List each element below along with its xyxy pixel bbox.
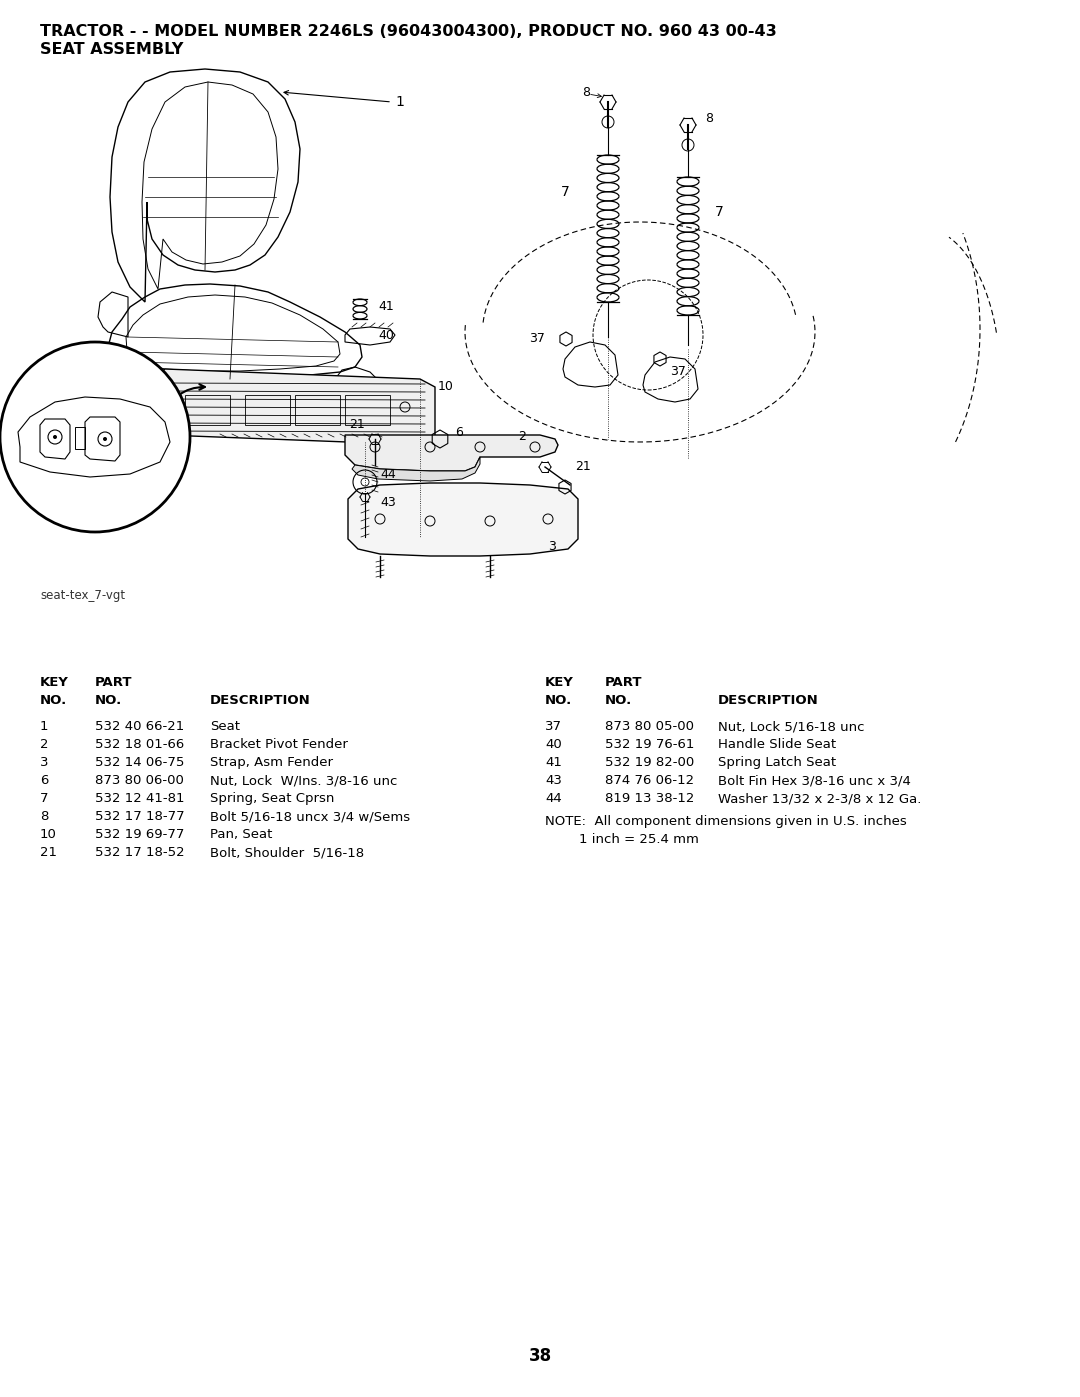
Text: 41: 41 [545,756,562,768]
Text: 7: 7 [40,792,49,805]
Text: PART: PART [95,676,133,689]
Polygon shape [345,434,558,471]
Text: NOTE:  All component dimensions given in U.S. inches: NOTE: All component dimensions given in … [545,814,907,828]
Text: 3: 3 [548,541,556,553]
Bar [345,395,390,425]
Text: DESCRIPTION: DESCRIPTION [718,694,819,707]
Text: Bolt Fin Hex 3/8-16 unc x 3/4: Bolt Fin Hex 3/8-16 unc x 3/4 [718,774,910,787]
Text: seat-tex_7-vgt: seat-tex_7-vgt [40,590,125,602]
Text: 532 14 06-75: 532 14 06-75 [95,756,185,768]
Text: 532 19 82-00: 532 19 82-00 [605,756,694,768]
Text: 2: 2 [518,430,526,443]
Text: 10: 10 [438,380,454,394]
Text: Nut, Lock 5/16-18 unc: Nut, Lock 5/16-18 unc [718,719,864,733]
Text: 40: 40 [545,738,562,752]
Bar [75,427,85,448]
Text: 40: 40 [378,330,394,342]
Text: 6: 6 [455,426,463,439]
Text: 37: 37 [545,719,562,733]
Text: 37: 37 [670,365,686,379]
Text: Washer 13/32 x 2-3/8 x 12 Ga.: Washer 13/32 x 2-3/8 x 12 Ga. [718,792,921,805]
Text: 43: 43 [545,774,562,787]
Text: 3: 3 [40,756,49,768]
Text: Seat: Seat [210,719,240,733]
Text: Spring, Seat Cprsn: Spring, Seat Cprsn [210,792,335,805]
Polygon shape [348,483,578,556]
Text: 41: 41 [378,300,394,313]
Text: NO.: NO. [605,694,632,707]
Text: 7: 7 [715,205,724,219]
Text: 21: 21 [349,419,365,432]
Text: Nut, Lock  W/Ins. 3/8-16 unc: Nut, Lock W/Ins. 3/8-16 unc [210,774,397,787]
Text: 2: 2 [40,738,49,752]
Polygon shape [156,369,435,446]
Bar [245,395,291,425]
Text: 8: 8 [582,85,590,99]
Text: PART: PART [605,676,643,689]
Circle shape [0,342,190,532]
Text: 21: 21 [575,461,591,474]
Text: 38: 38 [528,1347,552,1365]
Text: 6: 6 [40,774,49,787]
Text: 532 12 41-81: 532 12 41-81 [95,792,185,805]
Text: 1: 1 [395,95,404,109]
Text: 532 19 69-77: 532 19 69-77 [95,828,185,841]
Text: NO.: NO. [40,694,67,707]
Text: Pan, Seat: Pan, Seat [210,828,272,841]
Text: 1: 1 [40,719,49,733]
Text: 819 13 38-12: 819 13 38-12 [605,792,694,805]
Text: 44: 44 [380,468,395,482]
Text: 532 19 76-61: 532 19 76-61 [605,738,694,752]
Text: 532 17 18-77: 532 17 18-77 [95,810,185,823]
Text: DESCRIPTION: DESCRIPTION [210,694,311,707]
Text: Bracket Pivot Fender: Bracket Pivot Fender [210,738,348,752]
Text: 44: 44 [545,792,562,805]
Text: TRACTOR - - MODEL NUMBER 2246LS (96043004300), PRODUCT NO. 960 43 00-43: TRACTOR - - MODEL NUMBER 2246LS (9604300… [40,24,777,39]
Circle shape [103,437,107,441]
Text: 532 40 66-21: 532 40 66-21 [95,719,185,733]
Text: NO.: NO. [545,694,572,707]
Text: 873 80 05-00: 873 80 05-00 [605,719,694,733]
Text: Handle Slide Seat: Handle Slide Seat [718,738,836,752]
Text: Bolt 5/16-18 uncx 3/4 w/Sems: Bolt 5/16-18 uncx 3/4 w/Sems [210,810,410,823]
Text: KEY: KEY [545,676,573,689]
Text: 873 80 06-00: 873 80 06-00 [95,774,184,787]
Text: 8: 8 [40,810,49,823]
Text: 874 76 06-12: 874 76 06-12 [605,774,694,787]
Text: 21: 21 [40,847,57,859]
Text: 1 inch = 25.4 mm: 1 inch = 25.4 mm [545,833,699,847]
Text: NO.: NO. [95,694,122,707]
Bar [185,395,230,425]
Text: 8: 8 [705,113,713,126]
Text: 532 17 18-52: 532 17 18-52 [95,847,185,859]
Text: 7: 7 [562,184,570,198]
Text: 37: 37 [529,332,545,345]
Polygon shape [352,457,480,481]
Text: Bolt, Shoulder  5/16-18: Bolt, Shoulder 5/16-18 [210,847,364,859]
Text: 43: 43 [380,496,395,509]
Bar [295,395,340,425]
Text: Spring Latch Seat: Spring Latch Seat [718,756,836,768]
Circle shape [53,434,57,439]
Text: Strap, Asm Fender: Strap, Asm Fender [210,756,333,768]
Text: 532 18 01-66: 532 18 01-66 [95,738,185,752]
Text: SEAT ASSEMBLY: SEAT ASSEMBLY [40,42,184,57]
Text: KEY: KEY [40,676,69,689]
Text: 10: 10 [40,828,57,841]
